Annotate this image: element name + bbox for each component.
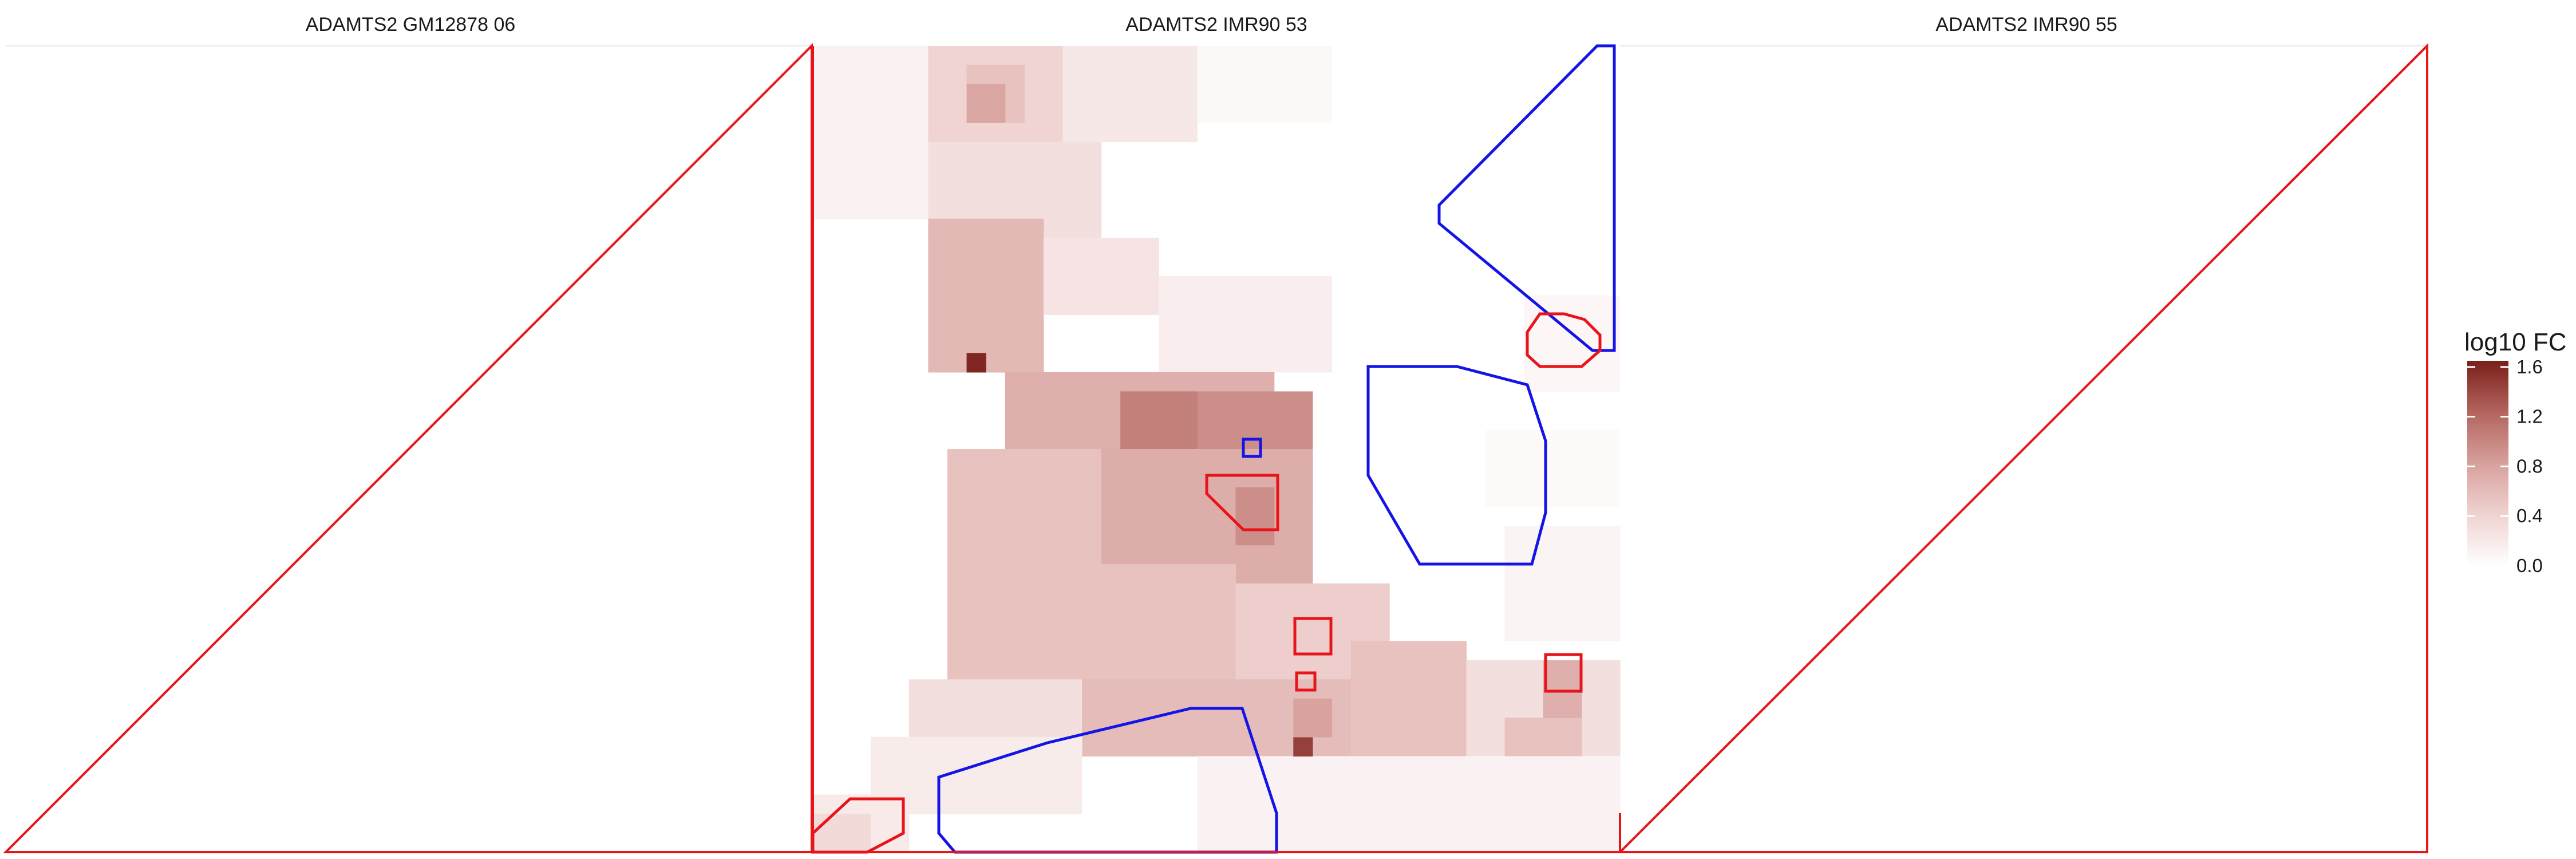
gain-region-lower-1 xyxy=(1293,617,1333,656)
heatmap-cell-15 xyxy=(947,564,1236,699)
heatmap-cell-3 xyxy=(1197,46,1333,123)
facet-title-3: ADAMTS2 IMR90 55 xyxy=(1935,14,2117,36)
heatmap-cell-9 xyxy=(1159,276,1333,373)
heatmap-cell-8 xyxy=(1043,238,1159,315)
heatmap-cell-22 xyxy=(1197,756,1621,853)
gain-region-right-top xyxy=(1526,312,1602,368)
gain-region-right-lower xyxy=(1544,653,1583,693)
heatmap-cell-32 xyxy=(1293,698,1333,738)
heatmap-cell-25 xyxy=(813,813,871,853)
facet-1-triangle-outline xyxy=(3,43,813,853)
loss-region-bottom xyxy=(937,707,1278,854)
legend-tick-label-0: 1.6 xyxy=(2516,356,2543,377)
legend-title: log10 FC xyxy=(2464,328,2567,356)
loss-regions-facet-2 xyxy=(937,44,1616,854)
facet-3-triangle-outline xyxy=(1617,43,2428,853)
heatmap-cell-26 xyxy=(1485,430,1621,507)
heatmap-cell-30 xyxy=(1293,736,1313,756)
heatmap-cell-14 xyxy=(1101,449,1313,584)
heatmap-cells-facet-2 xyxy=(813,46,1621,853)
colorbar-legend: log10 FC 1.6 1.2 0.8 0.4 0.0 xyxy=(2464,328,2567,576)
heatmap-cell-28 xyxy=(1524,295,1621,392)
gain-region-lower-2 xyxy=(1295,671,1317,692)
loss-region-right xyxy=(1366,365,1547,566)
facet-title-1: ADAMTS2 GM12878 06 xyxy=(306,14,516,36)
heatmap-cell-33 xyxy=(1543,660,1582,718)
legend-tick-label-3: 0.4 xyxy=(2516,505,2543,526)
heatmap-cell-5 xyxy=(966,84,1006,123)
colorbar xyxy=(2467,361,2508,566)
loss-region-top-right xyxy=(1437,44,1616,352)
facet-title-2: ADAMTS2 IMR90 53 xyxy=(1125,14,1307,36)
heatmap-cell-27 xyxy=(1504,526,1621,641)
heatmap-cell-0 xyxy=(813,46,929,219)
heatmap-cell-2 xyxy=(1062,46,1198,143)
legend-tick-label-2: 0.8 xyxy=(2516,455,2543,476)
legend-ticks: 1.6 1.2 0.8 0.4 0.0 xyxy=(2467,356,2543,576)
heatmap-cell-29 xyxy=(966,353,986,373)
heatmap-cell-7 xyxy=(928,218,1044,373)
legend-tick-label-1: 1.2 xyxy=(2516,406,2543,427)
loss-region-center-small xyxy=(1242,438,1262,458)
gain-region-center xyxy=(1205,474,1279,531)
heatmap-cell-31 xyxy=(1235,487,1275,546)
legend-tick-label-4: 0.0 xyxy=(2516,555,2543,576)
heatmap-cell-19 xyxy=(1351,641,1467,756)
